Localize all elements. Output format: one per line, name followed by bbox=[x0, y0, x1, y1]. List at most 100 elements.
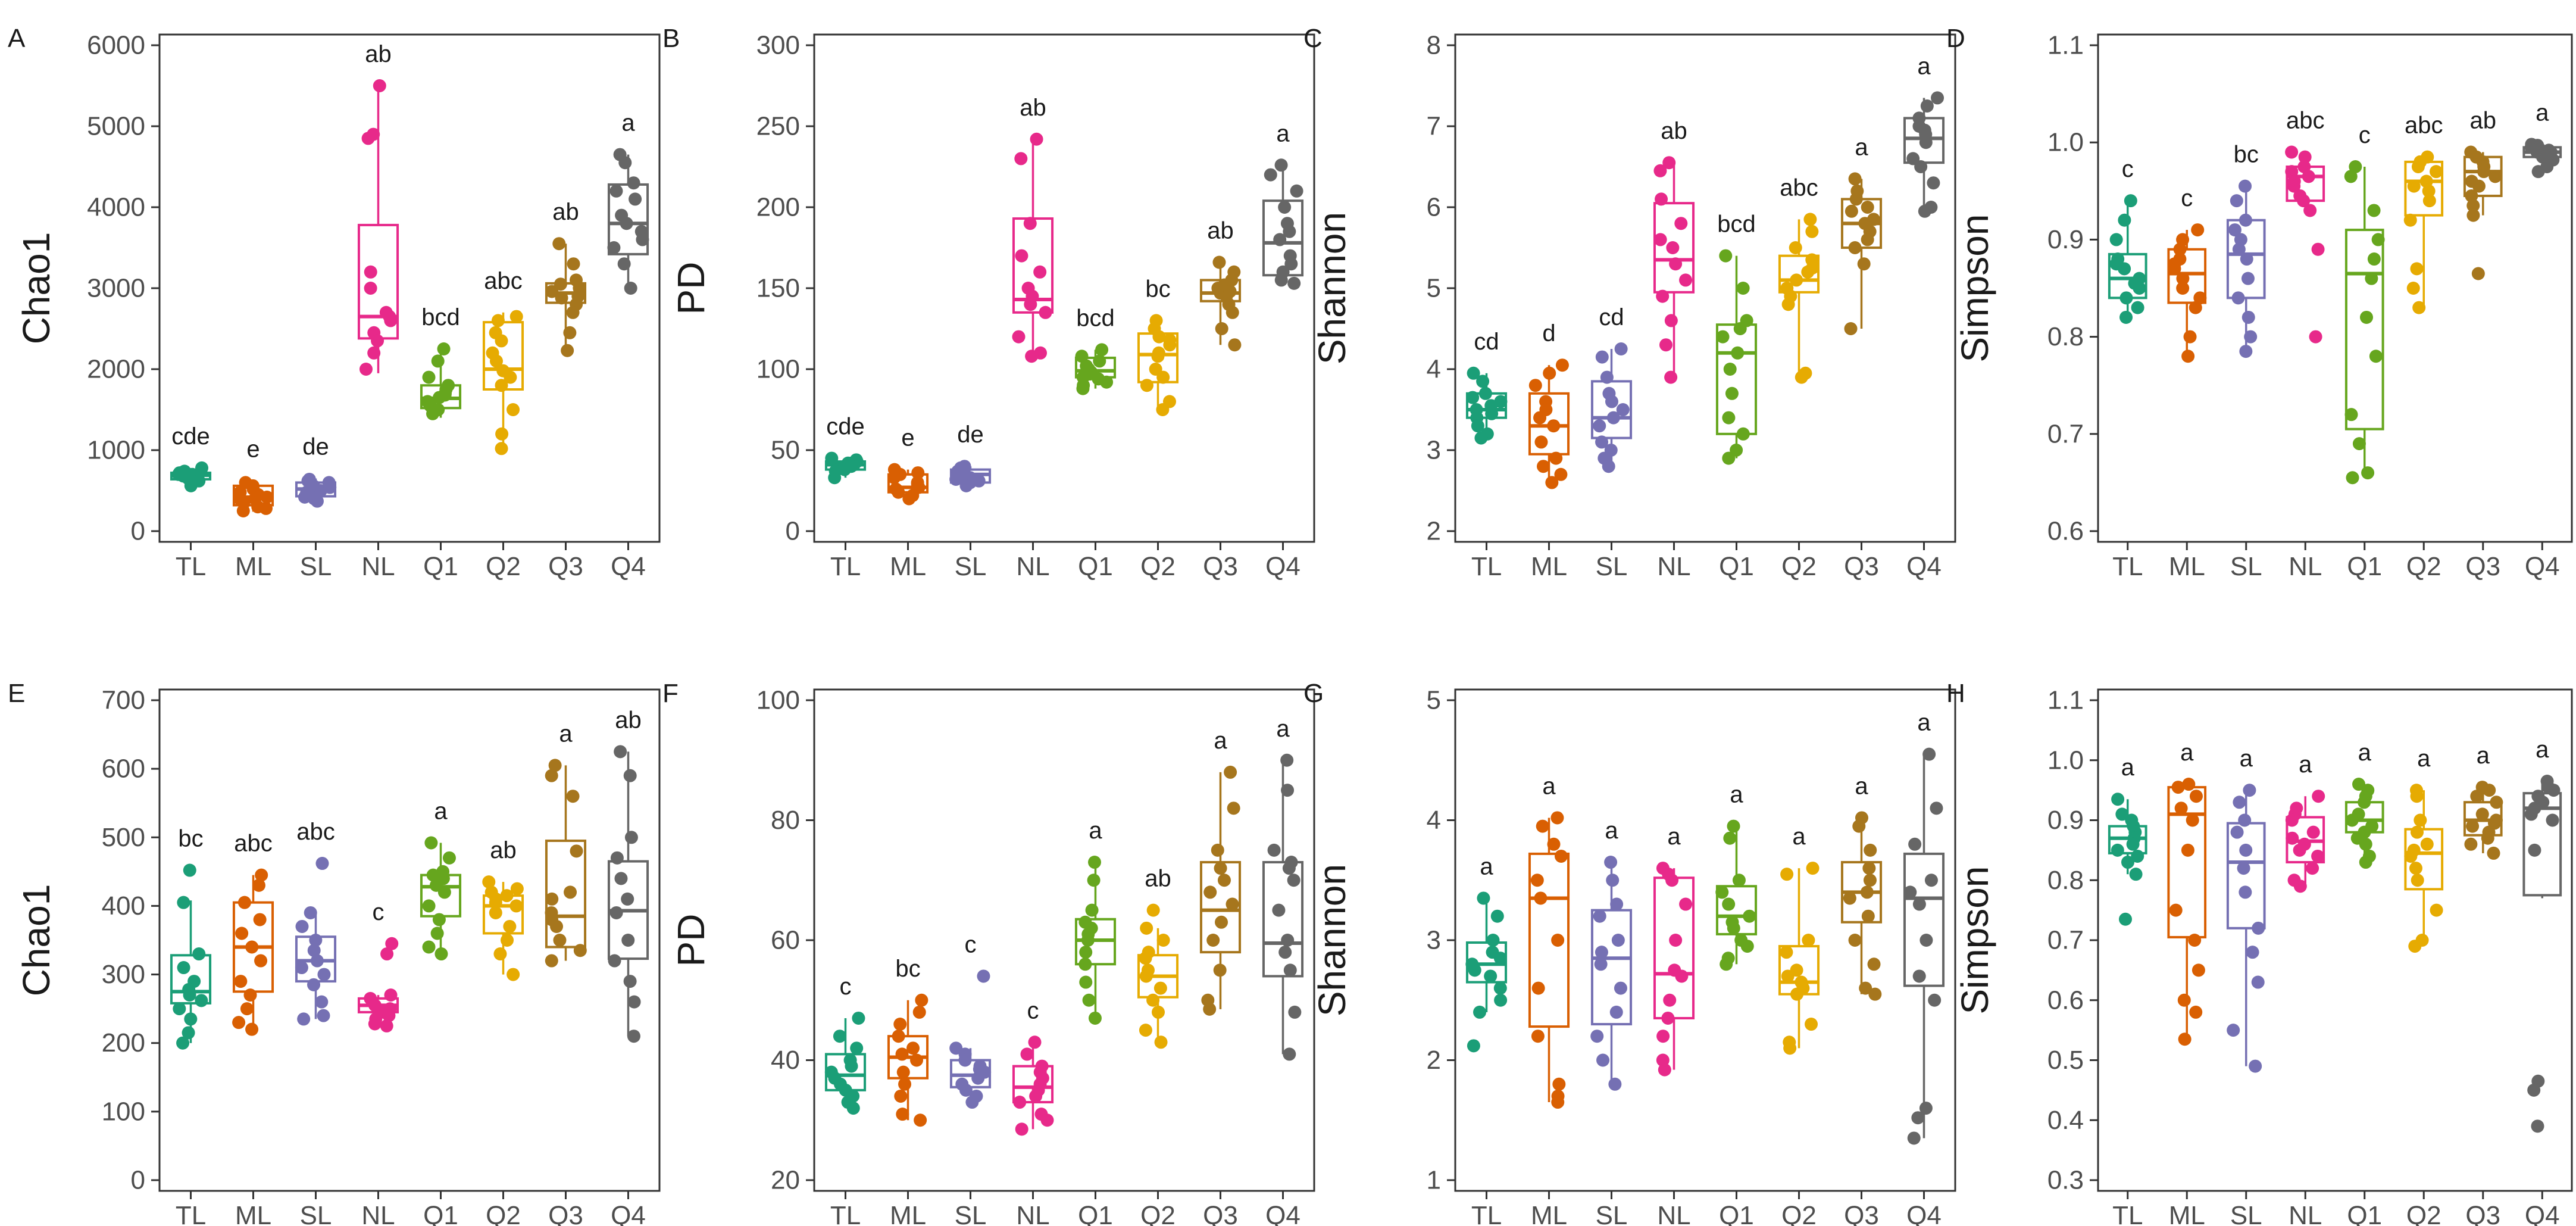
data-point bbox=[384, 988, 398, 1002]
data-point bbox=[434, 947, 448, 961]
data-point bbox=[507, 403, 520, 416]
significance-letter: a bbox=[1276, 716, 1290, 742]
data-point bbox=[845, 1059, 858, 1073]
panel-letter: D bbox=[1946, 24, 1965, 53]
data-point bbox=[1924, 874, 1938, 887]
data-point bbox=[307, 944, 321, 957]
data-point bbox=[545, 892, 559, 906]
data-point bbox=[1024, 298, 1037, 311]
x-tick-label-tl: TL bbox=[1471, 552, 1502, 581]
data-point bbox=[1868, 987, 1882, 1001]
data-point bbox=[1664, 314, 1678, 327]
significance-letter: bcd bbox=[1076, 305, 1115, 331]
x-tick-label-q2: Q2 bbox=[486, 552, 521, 581]
data-point bbox=[2191, 223, 2205, 237]
data-point bbox=[2286, 831, 2299, 845]
data-point bbox=[2365, 272, 2378, 285]
data-point bbox=[1781, 298, 1795, 311]
x-tick-label-q4: Q4 bbox=[1906, 1201, 1942, 1226]
data-point bbox=[1911, 1111, 1925, 1125]
data-point bbox=[623, 975, 637, 988]
data-point bbox=[2234, 233, 2247, 247]
y-tick-label: 20 bbox=[771, 1166, 800, 1195]
data-point bbox=[1273, 233, 1287, 247]
data-point bbox=[2181, 843, 2194, 857]
data-point bbox=[2293, 843, 2306, 857]
y-tick-label: 1.1 bbox=[2047, 686, 2084, 715]
y-tick-label: 1 bbox=[1427, 1166, 1441, 1195]
box-q3 bbox=[1199, 765, 1242, 1016]
data-point bbox=[949, 472, 963, 486]
x-tick-label-q1: Q1 bbox=[1719, 1201, 1754, 1226]
data-point bbox=[1079, 946, 1093, 959]
data-point bbox=[432, 403, 445, 416]
data-point bbox=[624, 282, 637, 295]
data-point bbox=[1918, 123, 1931, 137]
data-point bbox=[1531, 1030, 1545, 1043]
data-point bbox=[495, 379, 508, 392]
y-tick-label: 600 bbox=[102, 754, 145, 784]
data-point bbox=[1790, 987, 1804, 1001]
data-point bbox=[2361, 466, 2375, 480]
data-point bbox=[1920, 99, 1934, 113]
data-point bbox=[495, 427, 509, 441]
data-point bbox=[2237, 862, 2250, 875]
data-point bbox=[1658, 1063, 1671, 1077]
data-point bbox=[845, 460, 858, 473]
data-point bbox=[2109, 257, 2123, 271]
data-point bbox=[491, 314, 505, 327]
x-tick-label-q3: Q3 bbox=[2465, 1201, 2500, 1226]
data-point bbox=[1722, 451, 1736, 465]
data-point bbox=[555, 291, 568, 305]
data-point bbox=[1716, 330, 1730, 344]
x-tick-label-q4: Q4 bbox=[2525, 1201, 2560, 1226]
data-point bbox=[1288, 1005, 1302, 1019]
data-point bbox=[383, 310, 396, 323]
y-tick-label: 0 bbox=[786, 517, 800, 546]
data-point bbox=[195, 994, 208, 1007]
data-point bbox=[489, 896, 502, 909]
panel-letter: B bbox=[662, 24, 680, 53]
data-point bbox=[176, 1036, 190, 1050]
data-point bbox=[1076, 382, 1090, 395]
data-point bbox=[495, 442, 508, 456]
box-q4 bbox=[2522, 775, 2562, 1133]
x-tick-label-q1: Q1 bbox=[2347, 552, 2382, 581]
data-point bbox=[1550, 811, 1564, 825]
data-point bbox=[915, 993, 929, 1007]
data-point bbox=[380, 1019, 393, 1032]
data-point bbox=[183, 863, 196, 877]
significance-letter: abc bbox=[484, 268, 523, 294]
box-q3 bbox=[1840, 811, 1883, 1001]
data-point bbox=[2239, 345, 2253, 358]
data-point bbox=[1806, 261, 1820, 274]
box-ml bbox=[887, 463, 929, 506]
data-point bbox=[2410, 262, 2424, 276]
data-point bbox=[1490, 909, 1504, 923]
x-tick-label-q2: Q2 bbox=[2406, 552, 2441, 581]
data-point bbox=[2189, 790, 2203, 803]
box-q1 bbox=[420, 342, 462, 420]
data-point bbox=[1849, 192, 1863, 206]
data-point bbox=[2124, 194, 2137, 208]
data-point bbox=[2183, 330, 2197, 344]
data-point bbox=[1857, 257, 1871, 271]
data-point bbox=[2181, 350, 2195, 363]
data-point bbox=[954, 461, 968, 475]
data-point bbox=[1781, 969, 1795, 983]
data-point bbox=[894, 1089, 908, 1103]
box-q3 bbox=[545, 237, 587, 357]
y-tick-label: 2000 bbox=[87, 355, 145, 384]
data-point bbox=[183, 988, 196, 1002]
data-point bbox=[260, 490, 274, 504]
data-point bbox=[1531, 981, 1545, 995]
data-point bbox=[2311, 849, 2325, 863]
data-point bbox=[1093, 354, 1106, 368]
box-q4 bbox=[2522, 138, 2562, 179]
data-point bbox=[1602, 460, 1615, 473]
data-point bbox=[1028, 1035, 1042, 1049]
data-point bbox=[1530, 874, 1544, 887]
data-point bbox=[1281, 784, 1295, 797]
data-point bbox=[1805, 1018, 1818, 1031]
data-point bbox=[573, 944, 587, 957]
